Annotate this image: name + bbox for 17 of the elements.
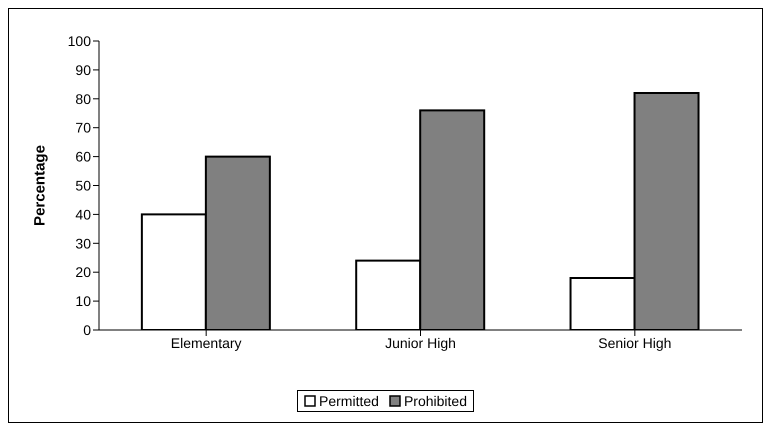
y-axis-title: Percentage	[31, 145, 48, 226]
y-tick-label: 40	[75, 206, 92, 222]
y-tick-label: 100	[68, 32, 92, 49]
y-tick-label: 10	[75, 293, 92, 310]
legend-label: Permitted	[318, 393, 379, 409]
x-tick-label: Senior High	[598, 334, 672, 351]
y-tick-label: 50	[75, 177, 92, 194]
y-tick-label: 30	[75, 235, 92, 252]
x-tick-label: Elementary	[170, 334, 242, 351]
y-tick-label: 90	[75, 62, 92, 78]
y-tick-label: 20	[75, 264, 92, 280]
y-tick-label: 0	[83, 322, 92, 338]
x-tick-label: Junior High	[385, 334, 456, 351]
y-tick-label: 70	[75, 120, 92, 136]
legend-label: Prohibited	[402, 393, 467, 409]
y-tick-label: 80	[75, 90, 92, 107]
y-tick-label: 60	[75, 148, 92, 165]
